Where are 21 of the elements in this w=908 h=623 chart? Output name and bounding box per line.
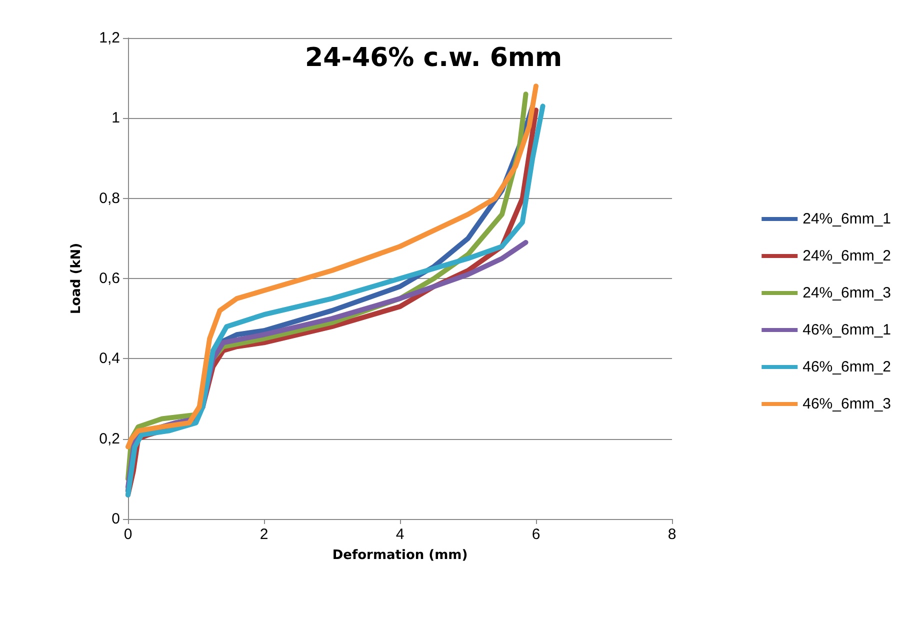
chart-title: 24-46% c.w. 6mm bbox=[305, 43, 562, 73]
legend-label: 46%_6mm_1 bbox=[802, 322, 892, 338]
y-tick-label: 0,6 bbox=[99, 270, 120, 287]
x-tick-label: 2 bbox=[260, 526, 268, 543]
legend-label: 46%_6mm_2 bbox=[802, 358, 892, 376]
y-tick-label: 1 bbox=[112, 110, 120, 127]
y-axis-title: Load (kN) bbox=[69, 242, 84, 314]
y-tick-label: 0,8 bbox=[99, 190, 120, 207]
legend-label: 24%_6mm_2 bbox=[802, 248, 892, 264]
legend-label: 24%_6mm_3 bbox=[802, 284, 892, 302]
legend-label: 46%_6mm_3 bbox=[802, 396, 892, 412]
legend-label: 24%_6mm_1 bbox=[802, 210, 892, 228]
y-tick-label: 0,2 bbox=[99, 430, 120, 448]
y-tick-label: 0 bbox=[112, 510, 120, 528]
y-tick-label: 0,4 bbox=[99, 350, 120, 368]
x-tick-label: 8 bbox=[668, 526, 676, 543]
x-tick-label: 4 bbox=[396, 526, 404, 543]
x-tick-label: 6 bbox=[532, 526, 540, 543]
x-tick-label: 0 bbox=[124, 526, 132, 543]
x-axis-title: Deformation (mm) bbox=[332, 548, 468, 563]
y-tick-label: 1,2 bbox=[99, 30, 120, 46]
